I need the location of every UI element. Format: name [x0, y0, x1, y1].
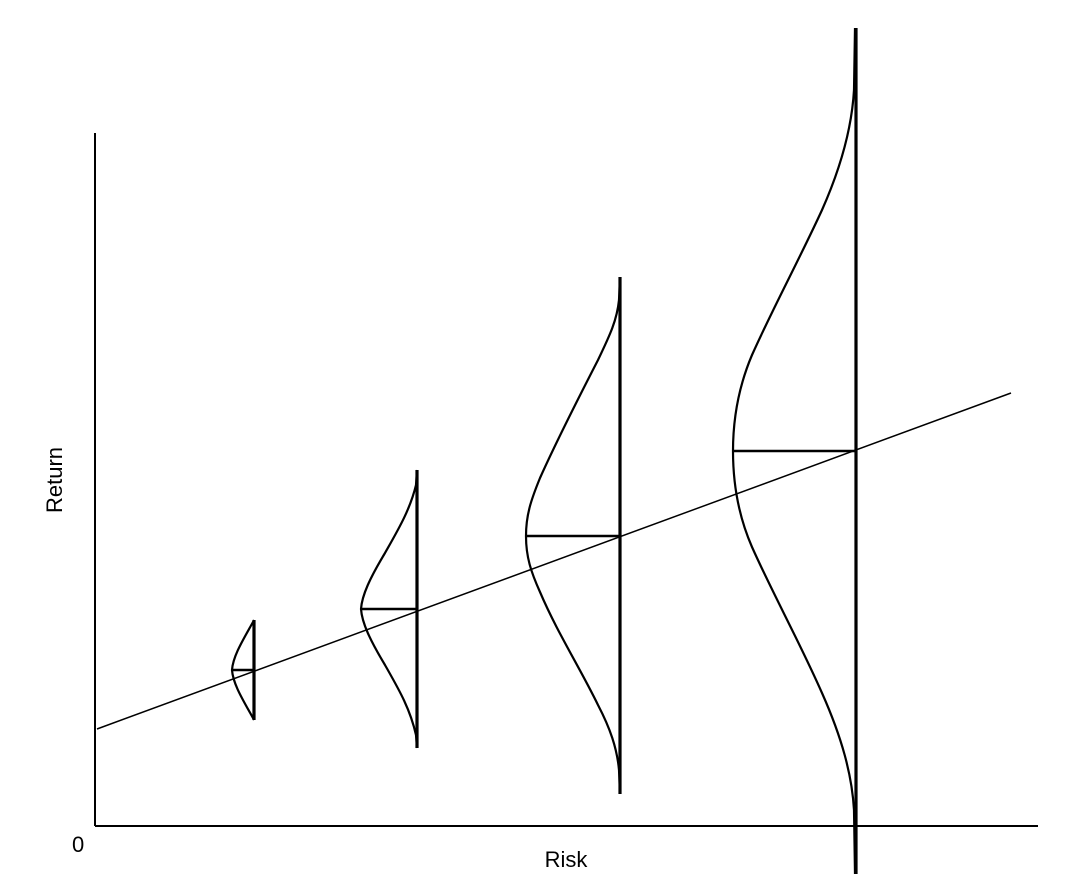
- origin-label: 0: [72, 832, 84, 857]
- trend-line: [96, 392, 1012, 730]
- distribution-4: [731, 27, 858, 875]
- x-axis-label: Risk: [545, 847, 589, 872]
- distribution-2: [359, 469, 419, 749]
- distribution-1: [230, 619, 256, 721]
- y-axis-label: Return: [42, 447, 67, 513]
- distribution-3: [524, 276, 622, 795]
